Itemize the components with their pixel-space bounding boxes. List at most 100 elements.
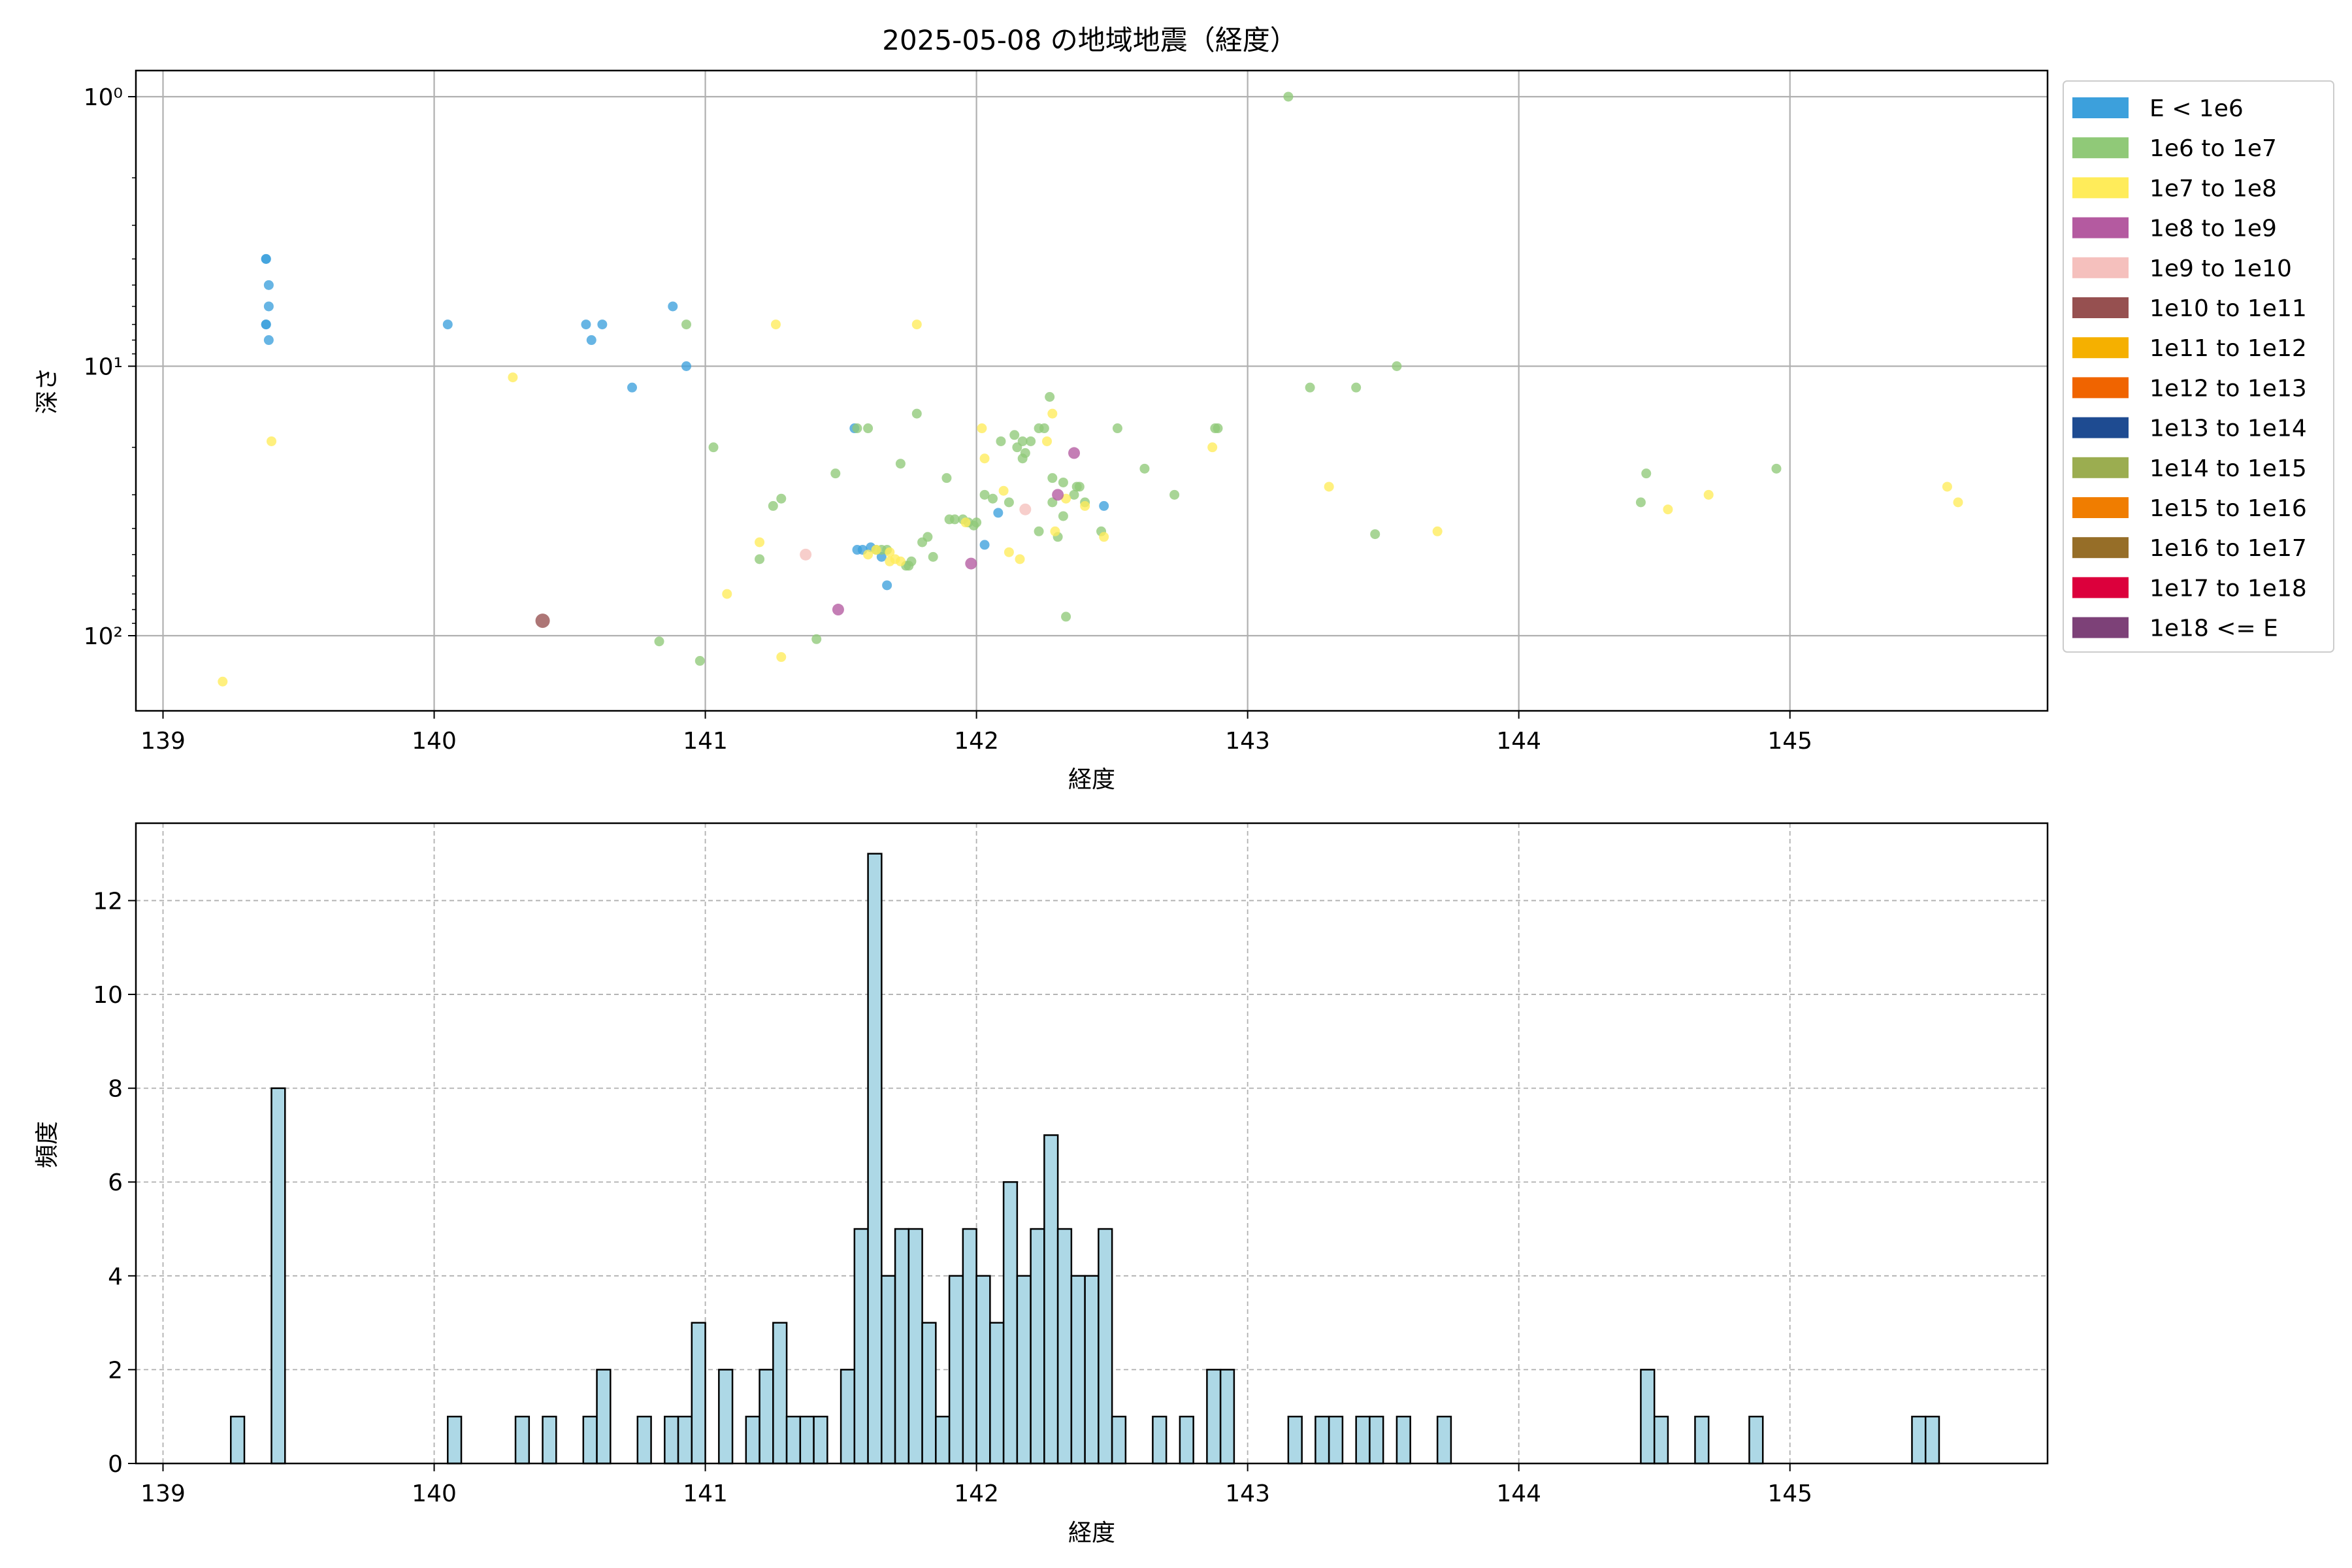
histogram-x-tick-label: 145	[1767, 1480, 1812, 1507]
scatter-point	[1663, 504, 1673, 515]
histogram-bar	[1640, 1369, 1656, 1465]
scatter-point	[1009, 430, 1020, 440]
histogram-bar	[1287, 1415, 1303, 1465]
scatter-y-ticks: 10⁰ 10¹ 10²	[84, 84, 136, 650]
scatter-point	[1020, 448, 1030, 458]
scatter-point	[263, 335, 274, 346]
histogram-bar	[1016, 1275, 1032, 1465]
histogram-bar	[230, 1415, 246, 1465]
scatter-point	[1058, 477, 1068, 487]
legend-swatch	[2072, 177, 2129, 199]
legend-swatch	[2072, 417, 2129, 438]
scatter-point	[1207, 442, 1218, 453]
scatter-point	[1351, 382, 1362, 393]
legend-label: 1e13 to 1e14	[2149, 416, 2307, 442]
legend-label: 1e12 to 1e13	[2149, 375, 2307, 402]
scatter-point	[832, 604, 844, 616]
scatter-point	[1099, 532, 1109, 542]
histogram-bar	[1369, 1415, 1384, 1465]
scatter-point	[722, 589, 732, 599]
scatter-point	[1283, 91, 1294, 102]
scatter-point	[263, 301, 274, 312]
scatter-point	[1099, 500, 1109, 511]
histogram-x-tick-label: 143	[1225, 1480, 1270, 1507]
scatter-point	[949, 514, 960, 525]
histogram-y-tick-label: 12	[93, 888, 123, 915]
histogram-bar	[759, 1369, 774, 1465]
histogram-x-ticks: 139 140 141 142 143 144 145	[140, 1463, 1812, 1507]
histogram-bar	[772, 1322, 788, 1465]
scatter-point	[1703, 489, 1714, 500]
scatter-point	[979, 453, 990, 464]
legend-swatch	[2072, 497, 2129, 518]
scatter-point	[906, 556, 917, 566]
legend-swatch	[2072, 257, 2129, 278]
scatter-point	[1392, 361, 1402, 371]
histogram-bar	[1748, 1415, 1764, 1465]
scatter-point	[977, 423, 987, 434]
scatter-point	[882, 580, 892, 591]
legend-label: 1e16 to 1e17	[2149, 535, 2307, 562]
histogram-bar	[853, 1228, 869, 1465]
scatter-point	[923, 532, 933, 542]
histogram-bar	[447, 1415, 463, 1465]
histogram-bar	[542, 1415, 557, 1465]
histogram-bar	[1396, 1415, 1411, 1465]
histogram-bar	[921, 1322, 937, 1465]
histogram-x-tick-label: 140	[412, 1480, 457, 1507]
scatter-grid	[136, 71, 2048, 711]
scatter-point	[1953, 497, 1963, 508]
scatter-point	[876, 551, 887, 562]
histogram-bar	[948, 1275, 964, 1465]
histogram-bar	[664, 1415, 679, 1465]
legend-swatch	[2072, 297, 2129, 318]
histogram-bar	[677, 1415, 693, 1465]
histogram-bar	[785, 1415, 802, 1465]
scatter-point	[776, 493, 787, 504]
histogram-bar	[1030, 1228, 1045, 1465]
scatter-point	[668, 301, 678, 312]
histogram-y-tick-label: 6	[108, 1169, 123, 1196]
scatter-point	[1169, 489, 1180, 500]
scatter-point	[1047, 408, 1058, 419]
histogram-y-axis-label: 頻度	[34, 1121, 61, 1168]
scatter-point	[768, 500, 778, 511]
scatter-x-tick-label: 143	[1225, 728, 1270, 755]
scatter-point	[1042, 436, 1053, 446]
scatter-point	[895, 459, 906, 469]
scatter-point	[442, 319, 453, 330]
histogram-bar	[582, 1415, 598, 1465]
scatter-point	[1058, 511, 1068, 521]
histogram-y-tick-label: 2	[108, 1357, 123, 1384]
histogram-bar	[745, 1415, 760, 1465]
scatter-point	[1080, 500, 1090, 511]
histogram-bar	[894, 1228, 910, 1465]
scatter-point	[1004, 547, 1014, 557]
scatter-point	[1370, 529, 1380, 540]
scatter-point	[1034, 526, 1044, 536]
histogram-bar	[1694, 1415, 1710, 1465]
histogram-bar	[1084, 1275, 1100, 1465]
histogram-bar	[1179, 1415, 1194, 1465]
scatter-point	[1026, 436, 1036, 446]
scatter-point	[911, 319, 922, 330]
scatter-point	[988, 493, 998, 504]
legend: E < 1e6 1e6 to 1e7 1e7 to 1e8 1e8 to 1e9 1e9…	[2063, 80, 2334, 653]
histogram-bar	[907, 1228, 923, 1465]
scatter-plot-frame	[135, 69, 2049, 712]
scatter-point	[261, 253, 271, 264]
scatter-x-ticks: 139 140 141 142 143 144 145	[140, 711, 1812, 755]
histogram-bar	[1070, 1275, 1086, 1465]
histogram-bar	[270, 1087, 286, 1465]
scatter-point	[1015, 554, 1025, 564]
scatter-point	[1047, 473, 1058, 483]
scatter-point	[1213, 423, 1223, 434]
histogram-bar	[1355, 1415, 1371, 1465]
scatter-point	[1004, 497, 1014, 508]
legend-label: 1e14 to 1e15	[2149, 455, 2307, 482]
scatter-point	[1635, 497, 1646, 508]
scatter-point	[993, 508, 1004, 518]
scatter-point	[1019, 503, 1032, 515]
scatter-point	[911, 408, 922, 419]
